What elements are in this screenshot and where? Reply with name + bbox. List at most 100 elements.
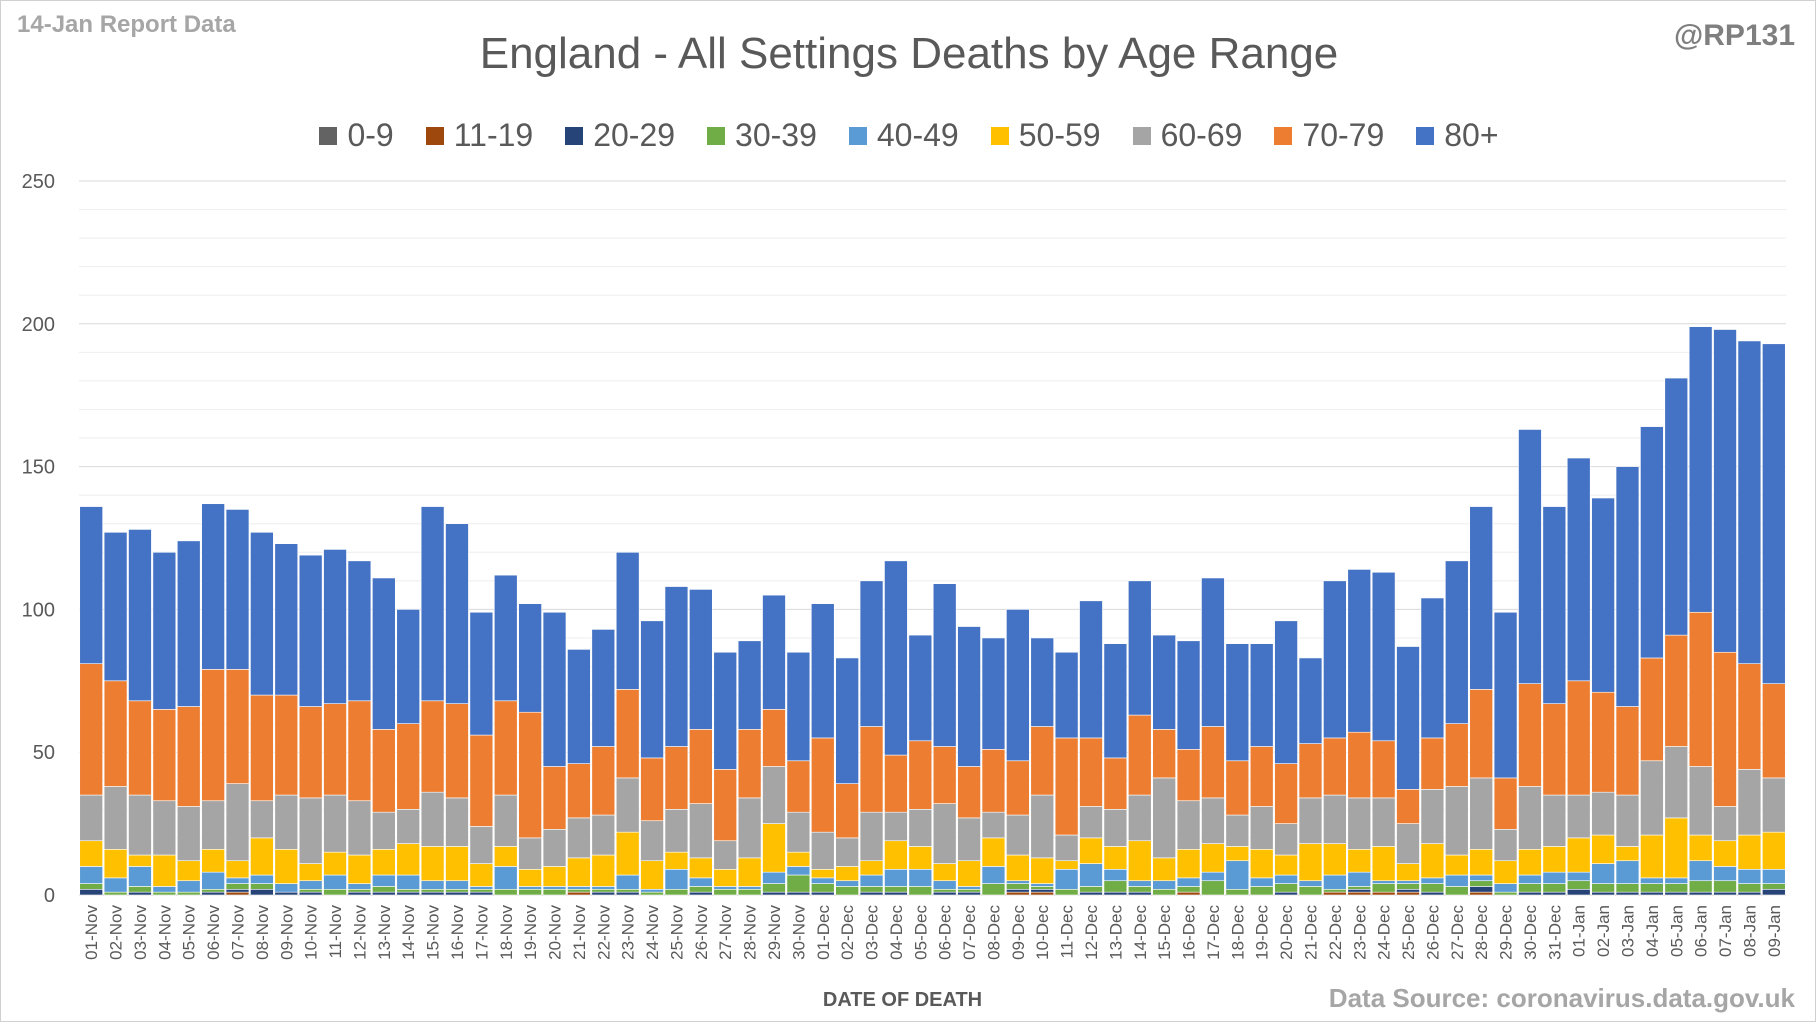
x-tick-label: 05-Jan	[1667, 905, 1686, 957]
bar-segment-40-49	[615, 874, 640, 890]
bar-segment-40-49	[1566, 871, 1591, 882]
bar-segment-30-39	[372, 886, 396, 893]
bar-segment-80+	[1152, 634, 1176, 730]
bar-segment-80+	[1664, 377, 1689, 636]
bar-segment-60-69	[1079, 806, 1103, 839]
x-tick-label: 09-Nov	[277, 905, 296, 960]
x-tick-label: 18-Dec	[1228, 905, 1247, 960]
bar-segment-50-59	[835, 866, 859, 882]
bar-segment-30-39	[1274, 883, 1298, 893]
y-tick-label: 200	[22, 314, 55, 336]
x-tick-label: 13-Nov	[375, 905, 394, 960]
bar-segment-30-39	[152, 891, 177, 896]
bar-segment-50-59	[1103, 846, 1128, 870]
bar-segment-30-39	[957, 888, 981, 893]
bar-segment-70-79	[762, 709, 786, 767]
bar-segment-70-79	[932, 746, 957, 804]
bar-segment-50-59	[1664, 817, 1689, 879]
bar-segment-60-69	[762, 766, 786, 824]
bar-segment-80+	[981, 637, 1006, 750]
bar-segment-50-59	[640, 860, 664, 890]
bar-segment-70-79	[908, 740, 933, 810]
x-tick-label: 27-Nov	[716, 905, 735, 960]
bar-segment-40-49	[884, 868, 908, 887]
bar-segment-30-39	[1054, 888, 1079, 896]
x-tick-label: 19-Nov	[521, 905, 540, 960]
bar-segment-70-79	[640, 757, 664, 822]
bar-segment-60-69	[908, 809, 933, 847]
x-tick-label: 06-Jan	[1692, 905, 1711, 957]
bar-segment-70-79	[1737, 663, 1762, 770]
bar-segment-70-79	[737, 729, 762, 799]
bar-segment-80+	[1640, 426, 1664, 659]
bar-segment-40-49	[274, 883, 299, 893]
bar-segment-50-59	[932, 863, 957, 882]
bar-segment-50-59	[1128, 840, 1152, 882]
bar-segment-40-49	[689, 877, 713, 887]
bar-segment-40-49	[250, 874, 274, 884]
x-tick-label: 08-Nov	[253, 905, 272, 960]
x-tick-label: 19-Dec	[1253, 905, 1272, 960]
bar-segment-70-79	[420, 700, 445, 793]
bar-segment-40-49	[1664, 877, 1689, 884]
bar-segment-60-69	[396, 809, 420, 844]
bar-segment-80+	[1274, 620, 1298, 764]
bar-segment-50-59	[1152, 857, 1176, 882]
bar-segment-50-59	[689, 857, 713, 879]
legend-swatch	[319, 126, 338, 145]
bar-segment-70-79	[1542, 703, 1567, 796]
bar-segment-80+	[1347, 569, 1372, 733]
bar-segment-60-69	[786, 811, 811, 853]
bar-segment-50-59	[615, 831, 640, 876]
bar-segment-30-39	[810, 883, 835, 893]
bar-segment-30-39	[1030, 886, 1054, 890]
bar-segment-80+	[786, 651, 811, 762]
bar-segment-50-59	[1420, 843, 1445, 879]
bar-segment-11-19	[1396, 891, 1420, 896]
bar-segment-30-39	[201, 888, 225, 893]
x-tick-label: 16-Dec	[1180, 905, 1199, 960]
bar-segment-50-59	[176, 860, 201, 882]
bar-segment-60-69	[932, 803, 957, 864]
bar-segment-20-29	[1469, 886, 1493, 893]
bar-segment-40-49	[493, 866, 518, 890]
bar-segment-50-59	[1591, 834, 1615, 864]
bar-segment-80+	[835, 657, 859, 784]
bar-segment-70-79	[323, 703, 347, 796]
bar-segment-40-49	[1396, 880, 1420, 884]
x-tick-label: 31-Dec	[1545, 905, 1564, 960]
legend-item-40-49: 40-49	[848, 117, 959, 154]
bar-segment-20-29	[79, 888, 103, 896]
x-tick-label: 21-Dec	[1301, 905, 1320, 960]
x-tick-label: 13-Dec	[1106, 905, 1125, 960]
bar-segment-50-59	[1762, 831, 1786, 870]
bar-segment-70-79	[1664, 634, 1689, 747]
bar-segment-20-29	[1079, 891, 1103, 896]
x-tick-label: 22-Dec	[1326, 905, 1345, 960]
bar-segment-70-79	[786, 760, 811, 813]
bar-segment-60-69	[250, 800, 274, 839]
bar-segment-60-69	[810, 831, 835, 870]
bar-segment-70-79	[103, 680, 128, 787]
bar-segment-30-39	[1128, 886, 1152, 893]
bar-segment-60-69	[1054, 834, 1079, 862]
bar-segment-60-69	[176, 806, 201, 862]
bar-segment-60-69	[323, 794, 347, 853]
x-tick-label: 26-Dec	[1423, 905, 1442, 960]
bar-segment-20-29	[859, 891, 884, 896]
bar-segment-70-79	[615, 689, 640, 779]
bar-segment-60-69	[1323, 794, 1347, 844]
report-label: 14-Jan Report Data	[17, 11, 236, 38]
bar-segment-50-59	[250, 837, 274, 876]
bar-segment-30-39	[225, 883, 250, 890]
bar-segment-80+	[323, 549, 347, 704]
bar-segment-40-49	[469, 886, 494, 890]
bar-segment-80+	[957, 626, 981, 767]
bar-segment-30-39	[932, 888, 957, 893]
bar-segment-80+	[689, 589, 713, 730]
bar-segment-20-29	[1420, 891, 1445, 896]
bar-segment-40-49	[225, 877, 250, 884]
legend-item-20-29: 20-29	[565, 117, 675, 154]
bar-segment-70-79	[957, 766, 981, 819]
bar-segment-80+	[1493, 611, 1518, 779]
